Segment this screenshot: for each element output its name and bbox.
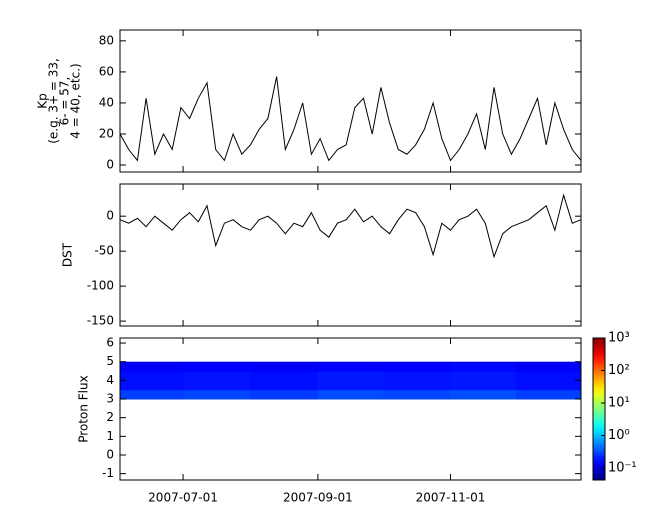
colorbar-tick-label: 10⁰ — [608, 428, 630, 443]
heat-cell — [515, 361, 582, 372]
heat-cell — [383, 361, 452, 372]
heat-cell — [183, 389, 251, 400]
y-tick-label: 2 — [106, 410, 114, 424]
y-tick-label: -50 — [94, 244, 114, 258]
data-line — [119, 193, 582, 259]
y-tick-label: 20 — [99, 126, 114, 140]
heat-cell — [383, 389, 452, 400]
y-tick-label: 1 — [106, 429, 114, 443]
y-tick-label: 4 — [106, 373, 114, 387]
y-tick-label: -1 — [102, 466, 114, 480]
colorbar-tick-label: 10¹ — [608, 396, 630, 411]
x-tick-label: 2007-11-01 — [416, 491, 486, 505]
heat-cell — [515, 371, 582, 391]
y-tick-label: 0 — [106, 209, 114, 223]
y-tick-label: 0 — [106, 447, 114, 461]
y-tick-label: -100 — [87, 279, 114, 293]
heat-cell — [183, 371, 251, 391]
heat-cell — [120, 389, 184, 400]
heat-cell — [515, 389, 582, 400]
data-line — [119, 76, 582, 162]
y-tick-label: 40 — [99, 95, 114, 109]
colorbar-tick-label: 10⁻¹ — [608, 461, 637, 476]
heat-cell — [183, 361, 251, 372]
y-axis-label: (e.g. 3+ = 33, — [47, 58, 61, 144]
heat-cell — [250, 361, 319, 372]
y-tick-label: 80 — [99, 33, 114, 47]
y-axis-label: 6- = 57, — [58, 77, 72, 126]
heat-cell — [317, 389, 384, 400]
x-tick-label: 2007-09-01 — [283, 491, 353, 505]
panel-frame — [119, 183, 582, 327]
heat-cell — [120, 361, 184, 372]
heat-cell — [450, 389, 517, 400]
colorbar — [592, 337, 606, 481]
heat-cell — [317, 361, 384, 372]
heat-cell — [383, 371, 452, 391]
y-tick-label: 0 — [106, 158, 114, 172]
y-axis-label: Proton Flux — [77, 375, 91, 442]
heat-cell — [250, 389, 319, 400]
panel-frame — [119, 29, 582, 173]
colorbar-tick-label: 10³ — [608, 331, 630, 346]
heat-cell — [317, 371, 384, 391]
y-axis-label: DST — [61, 242, 75, 267]
heat-cell — [120, 371, 184, 391]
y-tick-label: 3 — [106, 392, 114, 406]
x-tick-label: 2007-07-01 — [148, 491, 218, 505]
y-tick-label: -150 — [87, 314, 114, 328]
y-tick-label: 60 — [99, 64, 114, 78]
y-axis-label: Kp — [36, 93, 50, 109]
panel-frame — [119, 337, 582, 481]
heat-cell — [450, 371, 517, 391]
y-tick-label: 5 — [106, 354, 114, 368]
y-tick-label: 6 — [106, 336, 114, 350]
colorbar-tick-label: 10² — [608, 363, 630, 378]
heat-cell — [250, 371, 319, 391]
heat-cell — [450, 361, 517, 372]
y-axis-label: 4 = 40, etc.) — [69, 63, 83, 138]
